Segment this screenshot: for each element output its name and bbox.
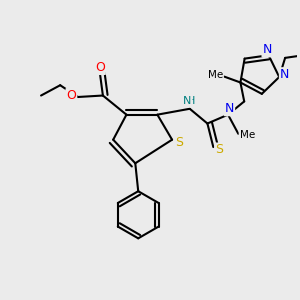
Text: Me: Me	[208, 70, 223, 80]
Text: S: S	[176, 136, 183, 149]
Text: N: N	[262, 44, 272, 56]
Text: S: S	[215, 143, 223, 157]
Text: O: O	[95, 61, 105, 74]
Text: N: N	[225, 102, 234, 115]
Text: O: O	[66, 89, 76, 102]
Text: N: N	[280, 68, 289, 81]
Text: H: H	[187, 96, 195, 106]
Text: Me: Me	[239, 130, 255, 140]
Text: N: N	[183, 96, 192, 106]
